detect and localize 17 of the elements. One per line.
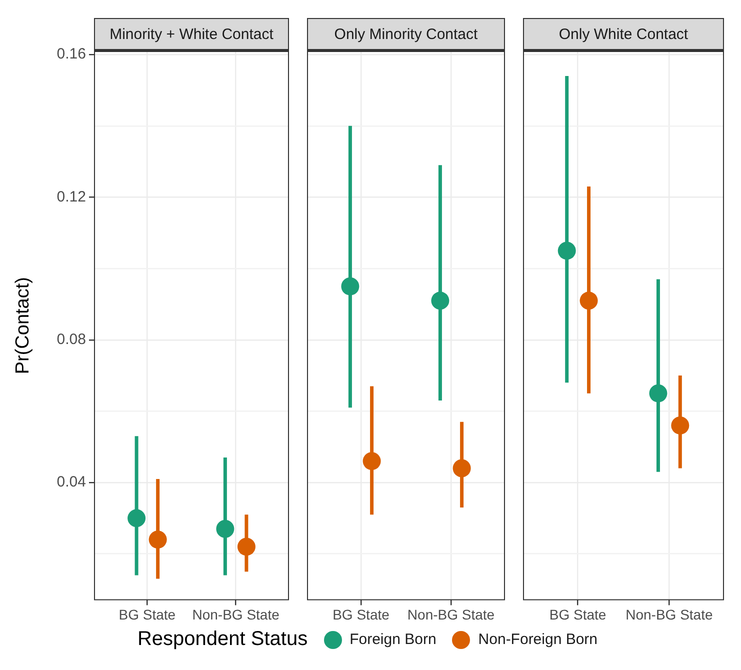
chart-title: Only White Contact: [523, 18, 724, 51]
x-tick-label: BG State: [332, 606, 390, 622]
legend-label: Foreign Born: [350, 631, 436, 648]
x-tick-label: Non-BG State: [192, 606, 280, 622]
y-tick-label: 0.08: [56, 331, 86, 348]
y-tick-label: 0.04: [56, 474, 86, 491]
y-tick-label: 0.16: [56, 46, 86, 63]
x-tick-label: BG State: [549, 606, 606, 622]
legend-label: Non-Foreign Born: [478, 631, 598, 648]
x-tick-label: Non-BG State: [407, 606, 495, 622]
chart-title: Minority + White Contact: [94, 18, 289, 51]
y-tick-label: 0.12: [56, 188, 86, 206]
chart-title: Only Minority Contact: [307, 18, 505, 51]
x-tick-label: BG State: [118, 606, 176, 622]
y-axis-title: Pr(Contact): [12, 277, 34, 374]
x-tick-label: Non-BG State: [626, 606, 713, 622]
legend-title: Respondent Status: [137, 628, 308, 651]
